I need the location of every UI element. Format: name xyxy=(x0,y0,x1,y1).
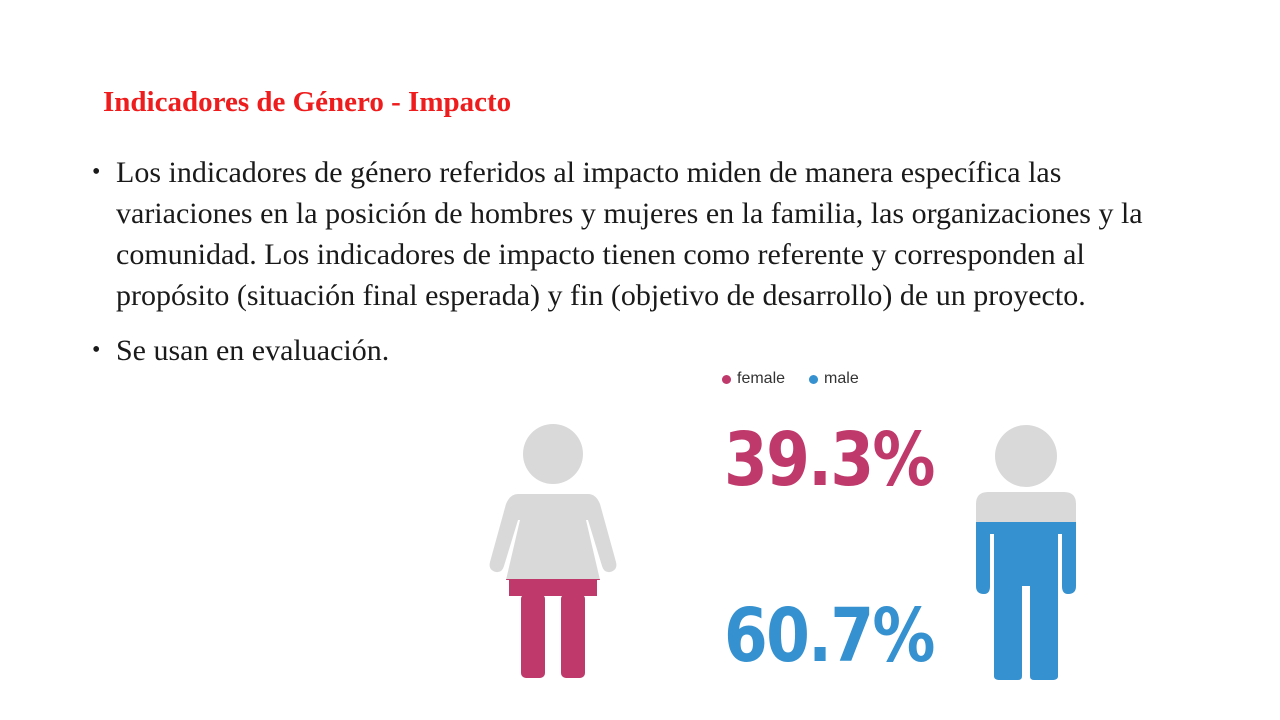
bullet-dot-icon: • xyxy=(92,337,101,363)
male-percent: 60.7% xyxy=(724,593,935,679)
legend-male-swatch xyxy=(809,374,819,384)
legend-female-swatch xyxy=(722,374,731,384)
bullet-dot-icon: • xyxy=(92,159,101,185)
female-figure-icon xyxy=(489,424,617,678)
legend-female-label: female xyxy=(737,370,786,387)
male-level-fill xyxy=(976,522,1076,680)
bullet-text: Los indicadores de género referidos al i… xyxy=(116,156,1143,312)
legend: female male xyxy=(722,368,859,390)
slide-title: Indicadores de Género - Impacto xyxy=(103,86,512,118)
bullet-text: Se usan en evaluación. xyxy=(116,334,390,367)
female-base-fill xyxy=(489,424,617,678)
male-figure-icon xyxy=(976,425,1076,680)
female-percent: 39.3% xyxy=(724,417,935,503)
female-level-fill xyxy=(489,579,617,678)
bullet-list: • Los indicadores de género referidos al… xyxy=(92,152,1176,385)
bullet-item: • Se usan en evaluación. xyxy=(92,330,1176,371)
bullet-item: • Los indicadores de género referidos al… xyxy=(92,152,1176,316)
legend-male-label: male xyxy=(824,370,859,387)
